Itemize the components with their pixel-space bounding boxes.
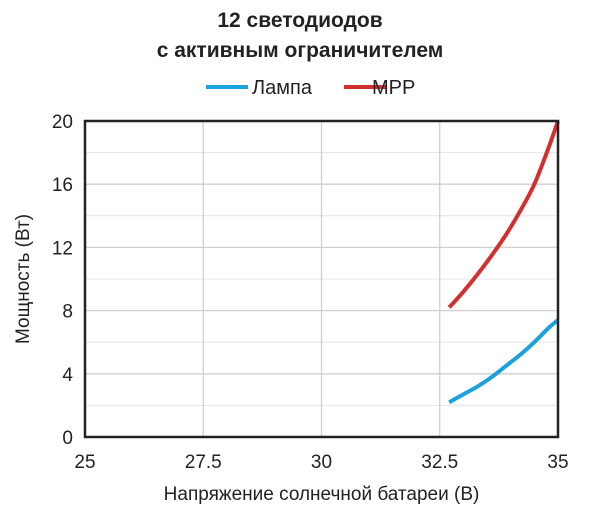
series-line-2 bbox=[447, 120, 560, 309]
series-line-1 bbox=[448, 318, 560, 404]
plot-frame bbox=[83, 119, 560, 439]
y-tick-label: 16 bbox=[52, 175, 73, 196]
chart-title-line-2: с активным ограничителем bbox=[156, 39, 444, 62]
x-tick-label: 32.5 bbox=[421, 452, 458, 473]
x-tick-label: 30 bbox=[311, 452, 332, 473]
chart-title-line-1: 12 светодиодов bbox=[217, 9, 383, 32]
y-tick-label: 12 bbox=[52, 238, 73, 259]
y-tick-label: 0 bbox=[62, 428, 73, 449]
legend-label: MPP bbox=[372, 77, 415, 99]
x-tick-label: 35 bbox=[547, 452, 568, 473]
y-tick-label: 20 bbox=[52, 112, 73, 133]
y-tick-label: 8 bbox=[62, 302, 73, 323]
series-layer bbox=[447, 120, 560, 404]
y-axis-label: Мощность (Вт) bbox=[13, 214, 34, 344]
legend: Лампа MPP bbox=[206, 77, 415, 99]
grid bbox=[84, 120, 559, 438]
legend-label: Лампа bbox=[252, 77, 313, 99]
tick-labels: 0 4 8 12 16 20 25 27.5 30 32.5 35 bbox=[52, 112, 569, 473]
x-tick-label: 27.5 bbox=[185, 452, 222, 473]
x-tick-label: 25 bbox=[74, 452, 95, 473]
y-tick-label: 4 bbox=[62, 365, 73, 386]
x-axis-label: Напряжение солнечной батареи (В) bbox=[164, 484, 480, 505]
